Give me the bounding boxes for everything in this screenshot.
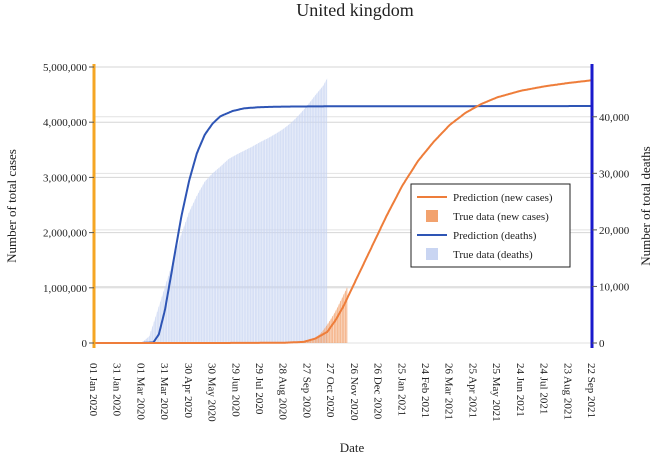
legend-label: Prediction (deaths) bbox=[453, 230, 537, 242]
x-tick-label: 23 Aug 2021 bbox=[561, 363, 573, 420]
x-tick-label: 25 May 2021 bbox=[490, 363, 502, 422]
left-axis-title: Number of total cases bbox=[4, 149, 19, 263]
x-tick-label: 31 Mar 2020 bbox=[158, 363, 170, 420]
x-tick-label: 28 Aug 2020 bbox=[277, 363, 289, 420]
left-tick-label: 2,000,000 bbox=[43, 228, 88, 240]
legend-label: True data (deaths) bbox=[453, 249, 533, 261]
x-tick-label: 26 Mar 2021 bbox=[443, 363, 455, 420]
right-tick-label: 40,000 bbox=[599, 112, 630, 124]
x-tick-label: 25 Apr 2021 bbox=[466, 363, 478, 418]
x-tick-label: 22 Sep 2021 bbox=[585, 363, 597, 418]
x-tick-label: 26 Nov 2020 bbox=[348, 363, 360, 421]
x-tick-label: 24 Jun 2021 bbox=[514, 363, 526, 417]
left-tick-label: 0 bbox=[82, 338, 88, 350]
left-tick-label: 3,000,000 bbox=[43, 172, 88, 184]
right-tick-label: 20,000 bbox=[599, 225, 630, 237]
left-tick-label: 5,000,000 bbox=[43, 62, 88, 74]
x-tick-label: 30 Apr 2020 bbox=[182, 363, 194, 419]
left-tick-label: 4,000,000 bbox=[43, 117, 88, 129]
deaths-prediction-line bbox=[94, 105, 592, 344]
x-tick-label: 25 Jan 2021 bbox=[395, 363, 407, 416]
x-tick-label: 27 Sep 2020 bbox=[300, 363, 312, 419]
x-tick-label: 26 Dec 2020 bbox=[372, 363, 384, 420]
deaths-true-data-area bbox=[141, 78, 328, 344]
x-tick-label: 31 Jan 2020 bbox=[111, 363, 123, 417]
legend-label: Prediction (new cases) bbox=[453, 192, 553, 204]
legend-swatch-square bbox=[426, 210, 438, 222]
legend: Prediction (new cases) True data (new cas… bbox=[410, 183, 571, 268]
x-tick-label: 01 Jan 2020 bbox=[87, 363, 99, 417]
left-axis-ticks: 0 1,000,000 2,000,000 3,000,000 4,000,000 5,0… bbox=[43, 62, 94, 350]
bar-fill-cases-area-layer bbox=[299, 287, 347, 343]
right-axis-ticks: 0 10,000 20,000 30,000 40,000 bbox=[592, 112, 630, 350]
legend-items: Prediction (new cases) True data (new cas… bbox=[417, 192, 553, 261]
x-tick-label: 30 May 2020 bbox=[206, 363, 218, 422]
x-tick-label: 01 Mar 2020 bbox=[134, 363, 146, 420]
x-tick-label: 24 Feb 2021 bbox=[419, 363, 431, 418]
x-tick-label: 27 Oct 2020 bbox=[324, 363, 336, 418]
legend-label: True data (new cases) bbox=[453, 211, 549, 223]
right-tick-label: 30,000 bbox=[599, 168, 630, 180]
right-tick-label: 10,000 bbox=[599, 281, 630, 293]
x-tick-label: 24 Jul 2021 bbox=[538, 363, 550, 414]
x-tick-label: 29 Jul 2020 bbox=[253, 363, 265, 415]
left-tick-label: 1,000,000 bbox=[43, 283, 88, 295]
prediction-lines bbox=[94, 79, 593, 344]
right-axis-title: Number of total deaths bbox=[638, 146, 653, 266]
x-axis-title: Date bbox=[340, 440, 365, 455]
legend-swatch-square bbox=[426, 248, 438, 260]
right-tick-label: 0 bbox=[599, 338, 605, 350]
axes bbox=[92, 64, 594, 348]
x-axis-ticks: 01 Jan 2020 31 Jan 2020 01 Mar 2020 31 Mar … bbox=[87, 363, 597, 422]
x-tick-label: 29 Jun 2020 bbox=[229, 363, 241, 417]
chart-title: United kingdom bbox=[296, 0, 414, 20]
cases-prediction-line bbox=[94, 79, 593, 344]
